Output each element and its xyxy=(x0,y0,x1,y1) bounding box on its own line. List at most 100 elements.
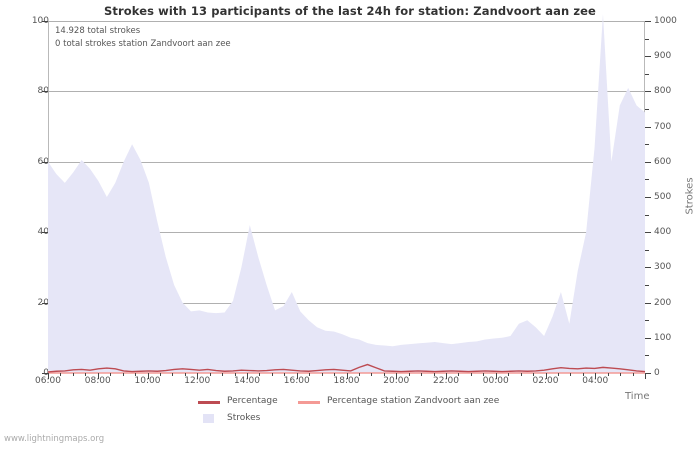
x-axis-tick-label: 22:00 xyxy=(433,376,459,386)
y-axis-tickmark xyxy=(42,21,48,22)
x-axis-tickmark xyxy=(470,373,472,376)
x-axis-tickmark xyxy=(122,373,124,376)
x-axis-tickmark xyxy=(135,373,137,376)
x-axis-tickmark xyxy=(607,373,609,376)
x-axis-tickmark xyxy=(147,373,149,379)
x-axis-tickmark xyxy=(346,373,348,379)
gridline-100 xyxy=(48,21,645,22)
x-axis-tickmark xyxy=(620,373,622,376)
x-axis-tickmark xyxy=(520,373,522,376)
x-axis-tickmark xyxy=(48,373,49,379)
x-axis-tickmark xyxy=(533,373,535,376)
x-axis-tick-label: 12:00 xyxy=(184,376,211,386)
x-axis-tickmark xyxy=(545,373,547,379)
y2-axis-tickmark xyxy=(645,302,651,304)
x-axis-label: Time xyxy=(625,391,650,402)
y2-axis-tickmark xyxy=(645,373,651,374)
y-axis-tickmark xyxy=(42,302,48,304)
y-axis-tickmark xyxy=(42,161,48,163)
x-axis-tickmark xyxy=(159,373,161,376)
x-axis-tickmark xyxy=(495,373,497,379)
y2-axis-tick-label: 500 xyxy=(654,192,672,202)
y2-axis-label: Strokes xyxy=(684,177,696,215)
legend-label-strokes[interactable]: Strokes xyxy=(227,413,261,423)
x-axis-tick-label: 00:00 xyxy=(482,376,509,386)
x-axis-tickmark xyxy=(271,373,273,376)
y2-axis-tickmark xyxy=(645,267,651,269)
gridline-80 xyxy=(48,91,645,93)
x-axis-tickmark xyxy=(383,373,385,376)
y-axis-tick-label: 100 xyxy=(31,16,49,26)
x-axis-tickmark xyxy=(483,373,485,376)
x-axis-tickmark xyxy=(209,373,211,376)
x-axis-tickmark xyxy=(296,373,298,379)
x-axis-tick-label: 06:00 xyxy=(35,376,61,386)
y2-axis-minor-tickmark xyxy=(645,285,649,286)
x-axis-tickmark xyxy=(396,373,398,379)
footer-attribution: www.lightningmaps.org xyxy=(4,434,105,444)
x-axis-tickmark xyxy=(595,373,597,379)
y2-axis-tick-label: 600 xyxy=(654,156,672,167)
y2-axis-tick-label: 400 xyxy=(654,227,672,238)
x-axis-tickmark xyxy=(421,373,423,376)
y2-axis-minor-tickmark xyxy=(645,355,649,357)
legend-label-percentage-station[interactable]: Percentage station Zandvoort aan zee xyxy=(327,396,500,406)
y2-axis-minor-tickmark xyxy=(645,214,649,216)
x-axis-tick-label: 10:00 xyxy=(134,376,161,386)
series-layer xyxy=(47,13,646,374)
gridline-60 xyxy=(48,161,645,163)
x-axis-tick-label: 04:00 xyxy=(582,376,609,386)
x-axis-tickmark xyxy=(582,373,584,376)
x-axis-tickmark xyxy=(60,373,62,376)
legend-swatch-strokes xyxy=(203,414,214,423)
y2-axis-tickmark xyxy=(645,126,651,128)
x-axis-tickmark xyxy=(371,373,373,376)
x-axis-tickmark xyxy=(632,373,634,376)
x-axis-tickmark xyxy=(458,373,460,376)
y2-axis-tick-label: 100 xyxy=(654,332,672,343)
x-axis-tickmark xyxy=(97,373,99,379)
y2-axis-tick-label: 900 xyxy=(654,51,672,62)
gridline-20 xyxy=(48,302,645,304)
x-axis-tickmark xyxy=(222,373,224,376)
x-axis-tickmark xyxy=(85,373,87,376)
y2-axis-tick-label: 800 xyxy=(654,86,672,97)
x-axis-tick-label: 20:00 xyxy=(383,376,410,386)
annotation-station-strokes: 0 total strokes station Zandvoort aan ze… xyxy=(55,39,231,49)
y2-axis-tick-label: 300 xyxy=(654,262,672,273)
x-axis-tickmark xyxy=(234,373,236,376)
x-axis-tick-label: 14:00 xyxy=(234,376,260,386)
legend-swatch-percentage xyxy=(198,401,220,404)
x-axis-tickmark xyxy=(172,373,174,376)
x-axis-tickmark xyxy=(408,373,410,376)
y2-axis-tick-label: 0 xyxy=(654,368,660,378)
line-percentage xyxy=(47,363,646,373)
y2-axis-minor-tickmark xyxy=(645,109,649,110)
y-axis-tickmark xyxy=(42,91,48,93)
x-axis-tickmark xyxy=(284,373,286,376)
y2-axis-tickmark xyxy=(645,337,651,339)
x-axis-tickmark xyxy=(358,373,360,376)
area-strokes xyxy=(48,13,645,374)
plot-area: 14.928 total strokes 0 total strokes sta… xyxy=(47,13,646,374)
x-axis-tickmark xyxy=(570,373,572,376)
x-axis-tickmark xyxy=(508,373,510,376)
y2-axis-minor-tickmark xyxy=(645,144,649,146)
y2-axis-tickmark xyxy=(645,197,651,198)
y2-axis-tickmark xyxy=(645,232,651,234)
x-axis-tickmark xyxy=(184,373,186,376)
x-axis-tick-label: 16:00 xyxy=(283,376,310,386)
x-axis-tickmark xyxy=(72,373,74,376)
annotation-total-strokes: 14.928 total strokes xyxy=(55,26,141,36)
y2-axis-tick-label: 200 xyxy=(654,297,672,308)
y2-axis-minor-tickmark xyxy=(645,179,649,181)
legend-label-percentage[interactable]: Percentage xyxy=(227,396,278,406)
y-axis-tickmark xyxy=(42,232,48,234)
legend-swatch-percentage-station xyxy=(298,401,320,404)
y2-axis-tickmark xyxy=(645,21,651,22)
x-axis-tickmark xyxy=(197,373,199,379)
y2-axis-tick-label: 1000 xyxy=(654,16,677,26)
x-axis-tick-label: 02:00 xyxy=(532,376,559,386)
x-axis-tickmark xyxy=(446,373,447,379)
